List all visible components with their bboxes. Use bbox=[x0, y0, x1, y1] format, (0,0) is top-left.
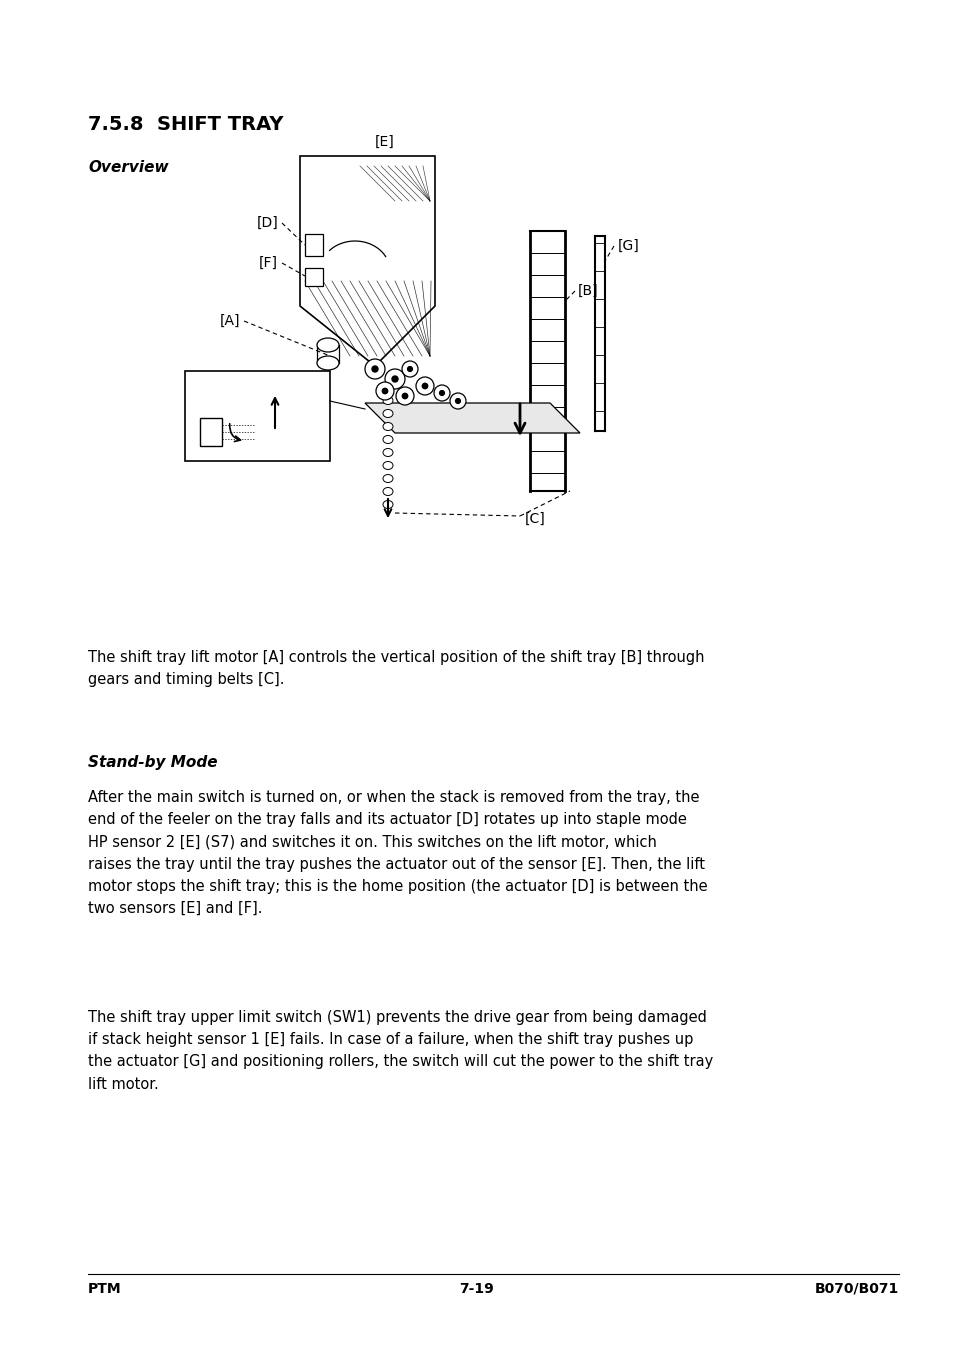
Circle shape bbox=[434, 385, 450, 401]
Circle shape bbox=[365, 359, 385, 380]
Ellipse shape bbox=[382, 474, 393, 482]
Ellipse shape bbox=[316, 357, 338, 370]
Text: [G]: [G] bbox=[618, 239, 639, 253]
Text: B070/B071: B070/B071 bbox=[814, 1282, 898, 1296]
Ellipse shape bbox=[382, 396, 393, 404]
Text: PTM: PTM bbox=[88, 1282, 121, 1296]
Ellipse shape bbox=[382, 488, 393, 496]
Circle shape bbox=[382, 388, 387, 393]
Circle shape bbox=[395, 386, 414, 405]
Circle shape bbox=[372, 366, 377, 372]
Circle shape bbox=[456, 399, 460, 404]
Text: 7.5.8  SHIFT TRAY: 7.5.8 SHIFT TRAY bbox=[88, 115, 283, 134]
Bar bbox=[305, 267, 323, 286]
Text: The shift tray upper limit switch (SW1) prevents the drive gear from being damag: The shift tray upper limit switch (SW1) … bbox=[88, 1011, 713, 1092]
Text: Overview: Overview bbox=[88, 159, 169, 176]
Circle shape bbox=[402, 393, 407, 399]
Bar bbox=[305, 234, 323, 255]
Text: 7-19: 7-19 bbox=[459, 1282, 494, 1296]
Circle shape bbox=[422, 384, 427, 389]
Circle shape bbox=[416, 377, 434, 394]
Ellipse shape bbox=[382, 462, 393, 470]
Polygon shape bbox=[365, 403, 579, 434]
Ellipse shape bbox=[382, 500, 393, 508]
Bar bbox=[200, 417, 222, 446]
Polygon shape bbox=[299, 155, 435, 366]
Circle shape bbox=[375, 382, 394, 400]
Ellipse shape bbox=[382, 449, 393, 457]
Ellipse shape bbox=[316, 338, 338, 353]
Text: [C]: [C] bbox=[524, 512, 545, 526]
Circle shape bbox=[450, 393, 465, 409]
Ellipse shape bbox=[382, 435, 393, 443]
Circle shape bbox=[385, 369, 405, 389]
Ellipse shape bbox=[382, 423, 393, 431]
Text: [D]: [D] bbox=[256, 216, 277, 230]
Circle shape bbox=[392, 376, 397, 382]
Text: The shift tray lift motor [A] controls the vertical position of the shift tray [: The shift tray lift motor [A] controls t… bbox=[88, 650, 703, 688]
Ellipse shape bbox=[382, 409, 393, 417]
Text: Stand-by Mode: Stand-by Mode bbox=[88, 755, 217, 770]
Bar bbox=[185, 372, 330, 461]
Circle shape bbox=[401, 361, 417, 377]
Text: [F]: [F] bbox=[258, 255, 277, 270]
Text: [A]: [A] bbox=[219, 313, 240, 328]
Circle shape bbox=[439, 390, 444, 396]
Text: After the main switch is turned on, or when the stack is removed from the tray, : After the main switch is turned on, or w… bbox=[88, 790, 707, 916]
Circle shape bbox=[407, 366, 412, 372]
Text: [B]: [B] bbox=[578, 284, 598, 299]
Text: [E]: [E] bbox=[375, 135, 395, 149]
